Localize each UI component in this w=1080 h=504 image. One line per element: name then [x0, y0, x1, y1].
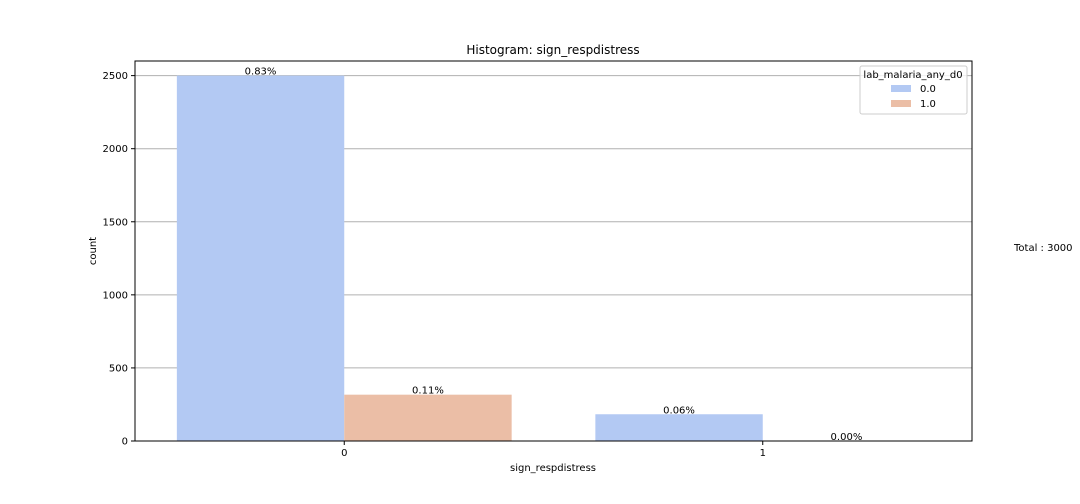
y-tick-label: 1500	[103, 217, 128, 228]
bar-data-label: 0.11%	[412, 386, 444, 397]
bar-data-label: 0.06%	[663, 405, 695, 416]
legend: lab_malaria_any_d0 0.01.0	[859, 65, 968, 115]
y-tick-label: 0	[122, 437, 128, 448]
legend-swatch	[891, 85, 911, 92]
legend-items: 0.01.0	[891, 84, 936, 110]
legend-label: 1.0	[920, 99, 936, 110]
legend-box	[859, 65, 968, 115]
bars	[176, 75, 763, 441]
x-tick-label: 1	[760, 448, 766, 459]
bar	[176, 75, 345, 441]
y-tick-label: 500	[109, 363, 128, 374]
legend-swatch	[891, 100, 911, 107]
y-tick-label: 2500	[103, 71, 128, 82]
y-tick-label: 1000	[103, 290, 128, 301]
x-tick-label: 0	[341, 448, 347, 459]
x-axis-label: sign_respdistress	[510, 463, 596, 474]
bar-data-label: 0.83%	[245, 67, 277, 78]
bar	[344, 394, 512, 441]
plot-frame	[134, 60, 973, 442]
y-axis-label: count	[88, 237, 99, 265]
legend-label: 0.0	[920, 84, 936, 95]
y-ticks: 0 500 1000 1500 2000 2500	[103, 71, 135, 448]
y-tick-label: 2000	[103, 144, 128, 155]
legend-title: lab_malaria_any_d0	[863, 70, 962, 81]
chart-title: Histogram: sign_respdistress	[466, 43, 639, 57]
bar-data-label: 0.00%	[831, 432, 863, 443]
data-labels: 0.83% 0.11% 0.06% 0.00%	[245, 67, 863, 443]
total-annotation: Total : 3000	[1013, 243, 1073, 254]
bar	[595, 414, 763, 441]
